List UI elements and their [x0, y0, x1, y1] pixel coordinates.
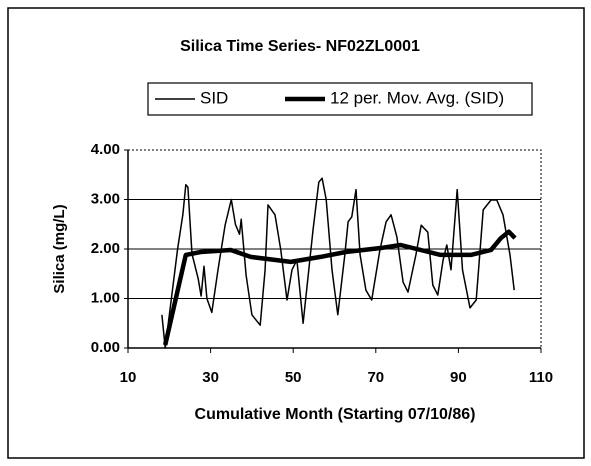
x-tick-label: 10 [120, 369, 137, 386]
chart-frame [7, 7, 585, 459]
series-line [163, 229, 517, 346]
x-axis-label: Cumulative Month (Starting 07/10/86) [195, 406, 476, 423]
y-tick-label: 2.00 [91, 240, 120, 257]
y-tick-label: 4.00 [91, 141, 120, 158]
legend-box [147, 82, 533, 116]
chart-title: Silica Time Series- NF02ZL0001 [180, 38, 420, 55]
x-tick-label: 50 [285, 369, 302, 386]
x-tick-label: 30 [202, 369, 219, 386]
x-tick-label: 70 [367, 369, 384, 386]
y-tick-label: 1.00 [91, 289, 120, 306]
x-tick-label: 90 [450, 369, 467, 386]
x-tick-label: 110 [529, 369, 553, 386]
y-axis-label: Silica (mg/L) [51, 204, 68, 293]
legend-label: 12 per. Mov. Avg. (SID) [330, 88, 504, 107]
legend-label: SID [200, 88, 228, 107]
y-tick-label: 3.00 [91, 190, 120, 207]
series-line [161, 177, 515, 349]
y-tick-label: 0.00 [91, 339, 120, 356]
